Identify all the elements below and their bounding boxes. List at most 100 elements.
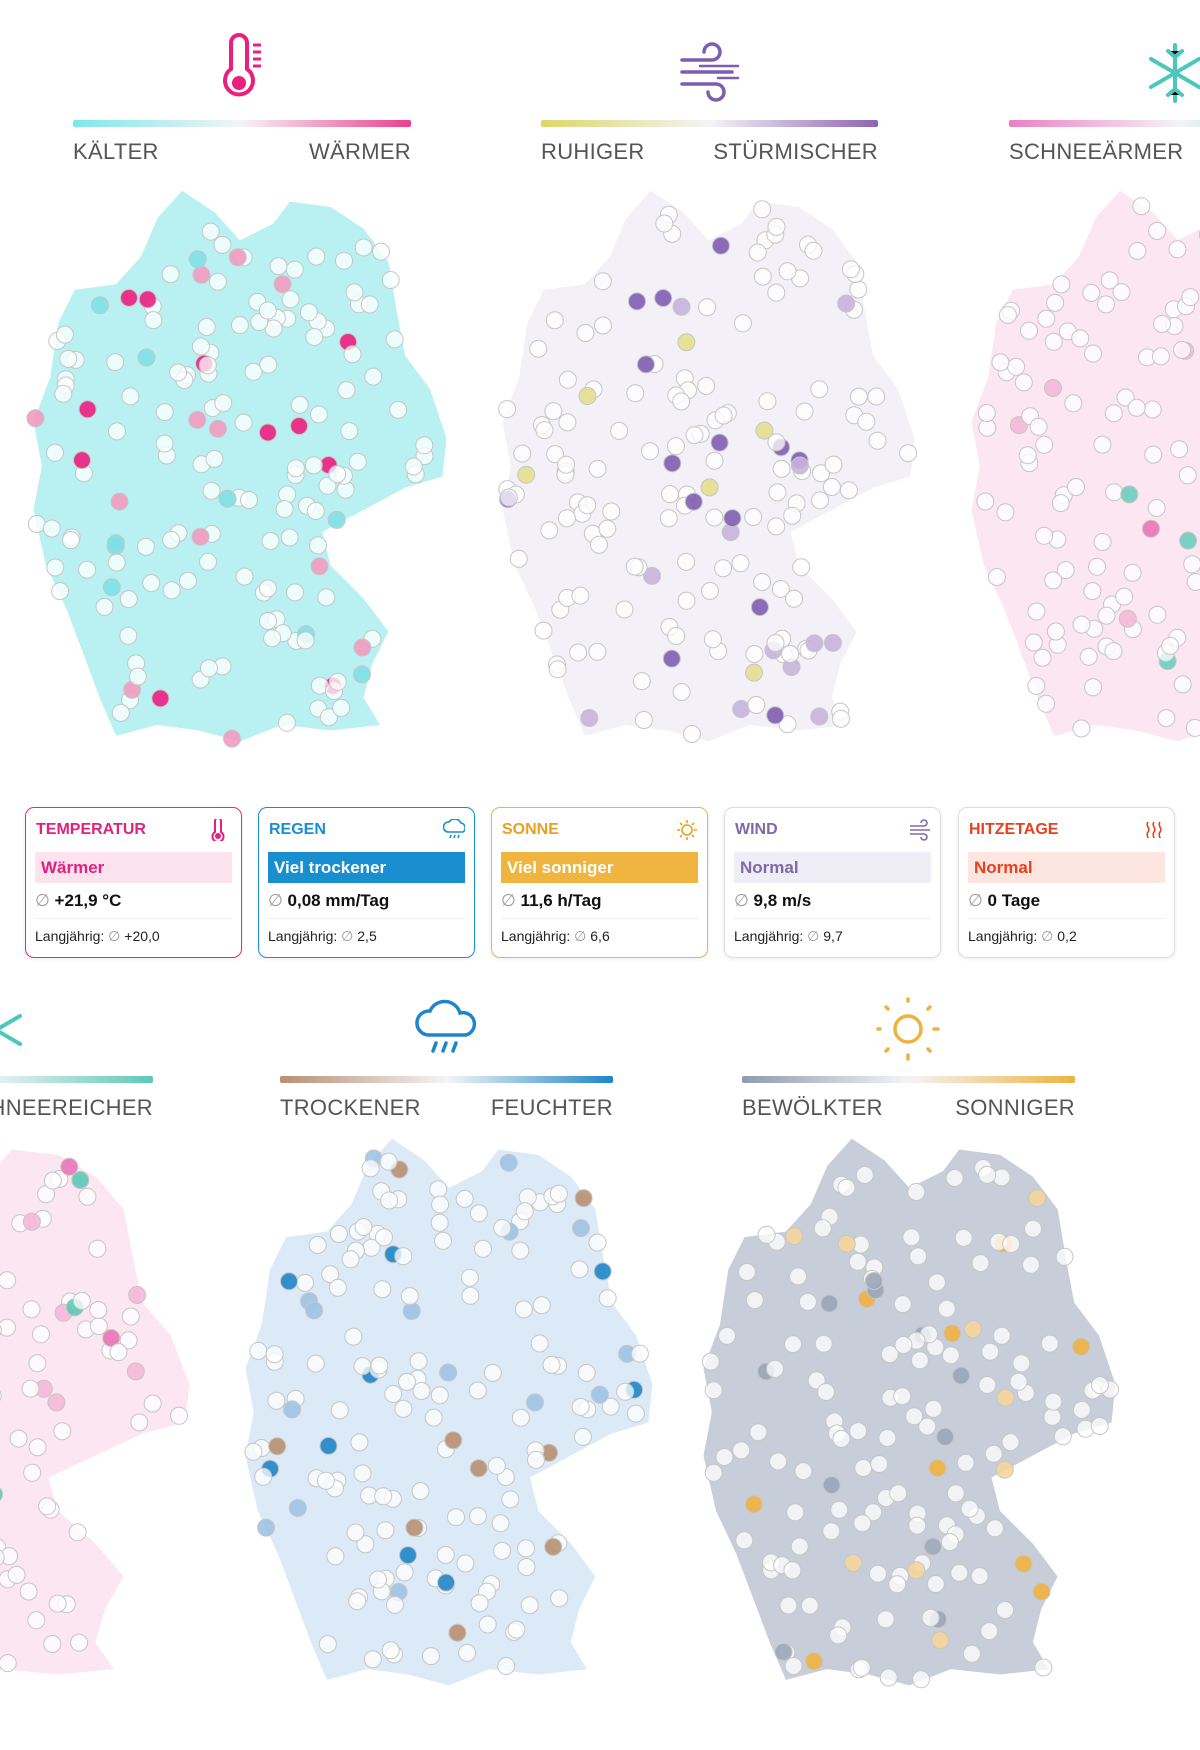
station-dot [431,1195,450,1214]
station-dot [588,1233,607,1252]
station-dot [766,1359,784,1378]
station-dot [121,387,140,406]
station-dot [783,506,802,525]
station-dot [143,1394,162,1413]
station-dot [1014,1554,1033,1573]
card-longterm-row: Langjährig: ∅ 6,6 [501,919,698,953]
station-dot [767,217,786,236]
station-dot [310,557,329,576]
station-dot [108,422,126,441]
station-dot [335,251,353,270]
station-dot [952,1366,971,1385]
station-dot [191,337,210,356]
station-dot [800,1596,819,1615]
station-dot [1055,1247,1074,1266]
station-dot [1033,648,1052,667]
station-dot [544,1537,563,1556]
station-dot [328,672,347,691]
longterm-value: 9,7 [823,928,843,944]
station-dot [928,1459,947,1478]
station-dot [332,698,351,717]
average-value: 11,6 h/Tag [520,891,602,910]
station-dot [1181,288,1200,307]
station-dot [992,1326,1011,1345]
station-dot [78,400,97,419]
station-dot [980,1622,999,1641]
station-dot [542,1355,561,1374]
station-dot [71,1171,90,1189]
station-dot [1128,241,1147,260]
station-dot [269,257,288,276]
station-dot [945,1169,964,1187]
station-dot [78,1187,97,1206]
station-dot [940,1533,959,1552]
station-dot [844,1553,863,1572]
station-dot [72,1291,91,1310]
station-dot [205,449,224,468]
station-dot [474,1239,492,1258]
card-longterm-row: Langjährig: ∅ +20,0 [35,919,232,953]
legend-bar [1009,120,1200,127]
station-dot [376,1521,395,1540]
station-dot [1183,555,1200,574]
station-dot [27,1611,46,1630]
station-dot [878,1429,897,1447]
station-dot [571,586,590,605]
station-dot [753,200,772,219]
summary-card: REGEN Viel trockener ∅ 0,08 mm/Tag Langjähr… [258,807,475,958]
station-dot [348,452,367,471]
station-dot [499,488,518,507]
station-dot [43,1171,62,1190]
station-dot [353,1464,372,1483]
station-dot [327,510,346,529]
card-header: REGEN [268,808,465,852]
station-dot [170,1406,188,1425]
station-dot [1002,1235,1021,1253]
station-dot [192,265,211,284]
station-dot [1053,1427,1072,1446]
station-dot [769,1452,788,1471]
station-dot [321,1265,340,1284]
card-title: HITZETAGE [969,821,1059,838]
station-dot [661,485,679,504]
station-dot [1044,379,1062,397]
station-dot [1035,435,1054,454]
station-dot [530,1334,549,1353]
card-average-row: ∅ 9,8 m/s [734,883,931,919]
station-dot [26,409,45,428]
station-dot [1028,1189,1047,1208]
longterm-symbol: ∅ [574,928,587,944]
station-dot [864,1272,883,1290]
station-dot [268,1437,287,1456]
station-dot [1024,633,1043,652]
station-dot [278,485,297,504]
station-dot [240,491,258,509]
station-dot [19,1582,38,1601]
station-dot [437,1573,456,1592]
station-dot [548,660,567,679]
station-dot [1147,499,1166,517]
station-dot [733,314,752,333]
station-dot [907,1561,926,1580]
station-dot [810,380,829,399]
station-dot [258,301,277,320]
station-dot [783,1561,802,1580]
station-dot [394,1399,413,1418]
station-dot [1044,332,1063,351]
card-title: WIND [735,821,778,838]
station-dot [1173,675,1192,694]
station-dot [625,557,644,576]
station-dot [178,571,197,590]
station-dot [779,1596,798,1615]
station-dot [379,1152,398,1171]
card-icon [677,820,697,840]
station-dot [1093,435,1112,454]
station-dot [534,621,553,640]
station-dot [1151,347,1170,366]
station-dot [655,214,674,233]
station-dot [53,1422,72,1441]
card-average-row: ∅ +21,9 °C [35,883,232,919]
station-dot [128,1286,147,1304]
station-dot [436,1545,455,1564]
